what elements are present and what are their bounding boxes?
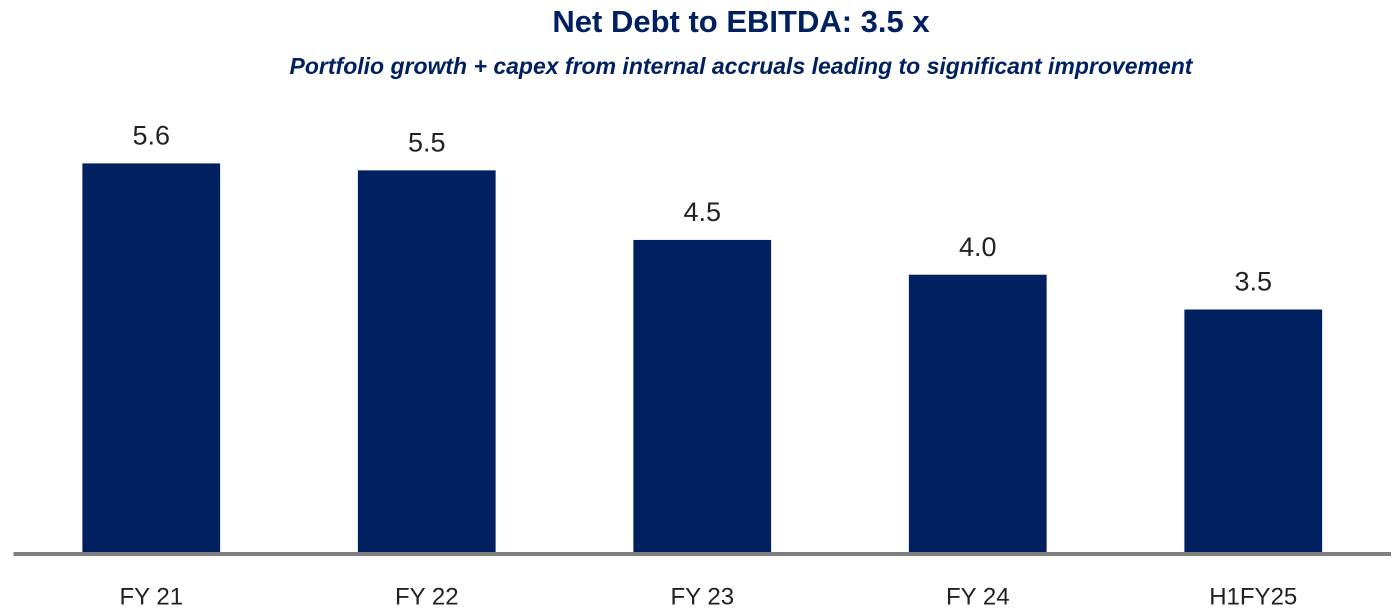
bar [633,239,772,553]
bar [1184,309,1323,553]
data-label: 4.5 [683,197,721,227]
x-tick-label: FY 23 [670,583,734,610]
bar [357,170,496,553]
chart-subtitle: Portfolio growth + capex from internal a… [290,53,1194,79]
x-tick-label: FY 24 [946,583,1010,610]
chart-title: Net Debt to EBITDA: 3.5 x [552,4,930,39]
x-tick-label: FY 21 [119,583,183,610]
bar [908,274,1047,553]
bar [82,163,221,553]
data-label: 5.6 [132,121,170,151]
x-tick-label: FY 22 [395,583,459,610]
data-label: 4.0 [959,232,997,262]
data-label: 3.5 [1234,267,1272,297]
data-label: 5.5 [408,127,446,157]
x-tick-label: H1FY25 [1209,583,1297,610]
